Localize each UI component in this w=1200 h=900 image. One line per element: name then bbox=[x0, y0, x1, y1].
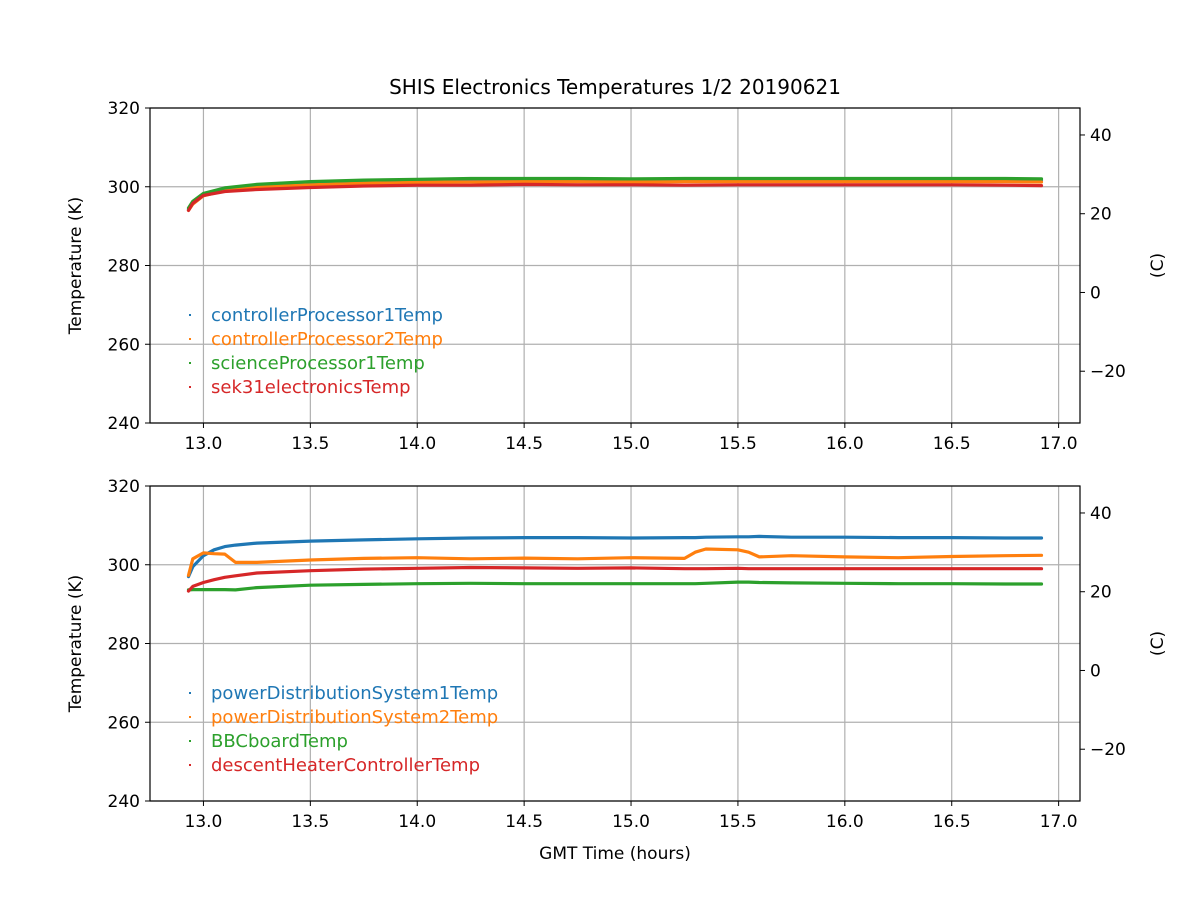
y2-axis-label: (C) bbox=[1148, 631, 1168, 656]
y-tick-label: 320 bbox=[108, 477, 140, 497]
series-line-scienceProcessor1Temp bbox=[186, 176, 1044, 210]
x-axis-label: GMT Time (hours) bbox=[539, 844, 691, 864]
legend-label: descentHeaterControllerTemp bbox=[211, 755, 480, 776]
legend-marker bbox=[189, 338, 191, 340]
legend-marker bbox=[189, 386, 191, 388]
x-tick-label: 17.0 bbox=[1040, 434, 1078, 454]
y-tick-label: 300 bbox=[108, 556, 140, 576]
x-tick-label: 14.5 bbox=[505, 812, 543, 832]
x-tick-label: 16.5 bbox=[933, 812, 971, 832]
legend-label: controllerProcessor1Temp bbox=[211, 305, 443, 326]
x-tick-label: 15.5 bbox=[719, 812, 757, 832]
legend-label: powerDistributionSystem2Temp bbox=[211, 707, 498, 728]
legend-item: scienceProcessor1Temp bbox=[189, 353, 425, 374]
panel-2: 13.0 13.5 14.0 14.5 15.0 15.5 16.0 16.5 17.0 240 2… bbox=[66, 477, 1168, 864]
y2-tick-label: −20 bbox=[1090, 740, 1126, 760]
x-tick-label: 16.0 bbox=[826, 812, 864, 832]
legend-item: BBCboardTemp bbox=[189, 731, 348, 752]
y-tick-label: 280 bbox=[108, 257, 140, 277]
legend-item: controllerProcessor2Temp bbox=[189, 329, 443, 350]
y-tick-label: 240 bbox=[108, 792, 140, 812]
y2-axis-label: (C) bbox=[1148, 253, 1168, 278]
legend-marker bbox=[189, 692, 191, 694]
x-tick-label: 14.0 bbox=[398, 812, 436, 832]
panel-1: 13.0 13.5 14.0 14.5 15.0 15.5 16.0 16.5 17.0 240 2… bbox=[66, 99, 1168, 454]
y-tick-label: 300 bbox=[108, 178, 140, 198]
legend-marker bbox=[189, 764, 191, 766]
x-tick-label: 15.0 bbox=[612, 812, 650, 832]
y2-tick-label: 20 bbox=[1090, 583, 1112, 603]
series-line-BBCboardTemp bbox=[186, 580, 1044, 592]
panels: 13.0 13.5 14.0 14.5 15.0 15.5 16.0 16.5 17.0 240 2… bbox=[66, 99, 1168, 864]
chart-title: SHIS Electronics Temperatures 1/2 201906… bbox=[389, 75, 841, 99]
legend-item: controllerProcessor1Temp bbox=[189, 305, 443, 326]
legend-marker bbox=[189, 716, 191, 718]
legend-label: scienceProcessor1Temp bbox=[211, 353, 425, 374]
legend-item: descentHeaterControllerTemp bbox=[189, 755, 480, 776]
y2-tick-label: 0 bbox=[1090, 283, 1101, 303]
y2-tick-label: 20 bbox=[1090, 205, 1112, 225]
series-line-powerDistributionSystem1Temp bbox=[186, 534, 1044, 579]
series-line-descentHeaterControllerTemp bbox=[186, 565, 1044, 593]
y2-tick-label: −20 bbox=[1090, 362, 1126, 382]
legend-item: sek31electronicsTemp bbox=[189, 377, 411, 398]
legend-label: controllerProcessor2Temp bbox=[211, 329, 443, 350]
legend-label: powerDistributionSystem1Temp bbox=[211, 683, 498, 704]
legend-item: powerDistributionSystem2Temp bbox=[189, 707, 498, 728]
y2-tick-label: 0 bbox=[1090, 661, 1101, 681]
legend-item: powerDistributionSystem1Temp bbox=[189, 683, 498, 704]
y-tick-label: 320 bbox=[108, 99, 140, 119]
legend-label: sek31electronicsTemp bbox=[211, 377, 411, 398]
y-tick-label: 280 bbox=[108, 635, 140, 655]
x-tick-label: 13.5 bbox=[291, 812, 329, 832]
x-tick-label: 13.5 bbox=[291, 434, 329, 454]
x-tick-label: 15.0 bbox=[612, 434, 650, 454]
legend: controllerProcessor1Temp controllerProces… bbox=[189, 305, 443, 398]
legend-label: BBCboardTemp bbox=[211, 731, 348, 752]
series-line-powerDistributionSystem2Temp bbox=[186, 547, 1044, 578]
y-tick-label: 260 bbox=[108, 335, 140, 355]
x-tick-label: 13.0 bbox=[185, 812, 223, 832]
y-tick-label: 240 bbox=[108, 414, 140, 434]
legend-marker bbox=[189, 740, 191, 742]
x-tick-label: 16.5 bbox=[933, 434, 971, 454]
x-tick-label: 14.0 bbox=[398, 434, 436, 454]
y-axis-label: Temperature (K) bbox=[66, 575, 86, 714]
y2-tick-label: 40 bbox=[1090, 504, 1112, 524]
legend: powerDistributionSystem1Temp powerDistrib… bbox=[189, 683, 498, 776]
x-tick-label: 13.0 bbox=[185, 434, 223, 454]
x-tick-label: 15.5 bbox=[719, 434, 757, 454]
legend-marker bbox=[189, 314, 191, 316]
x-tick-label: 16.0 bbox=[826, 434, 864, 454]
y-tick-label: 260 bbox=[108, 713, 140, 733]
x-tick-label: 14.5 bbox=[505, 434, 543, 454]
y-axis-label: Temperature (K) bbox=[66, 197, 86, 336]
series-line-sek31electronicsTemp bbox=[186, 182, 1044, 212]
legend-marker bbox=[189, 362, 191, 364]
x-tick-label: 17.0 bbox=[1040, 812, 1078, 832]
y2-tick-label: 40 bbox=[1090, 126, 1112, 146]
